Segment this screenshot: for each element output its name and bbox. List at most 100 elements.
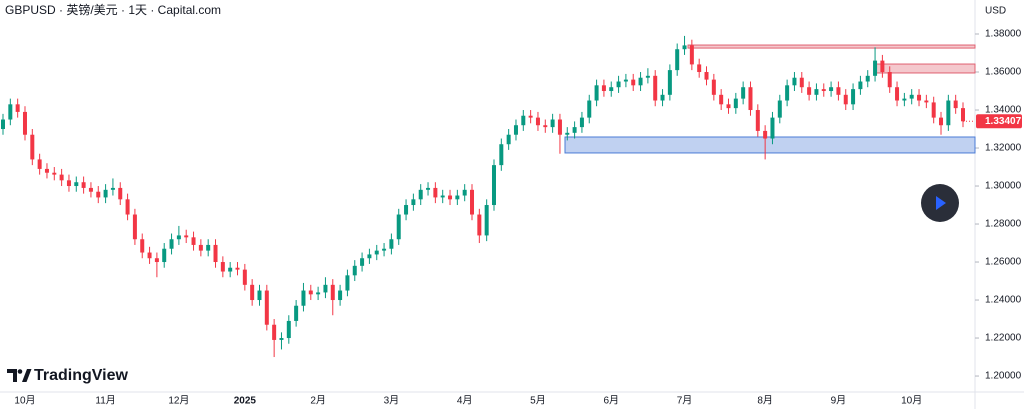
y-tick-label: 1.30000 [985, 181, 1022, 192]
x-tick-label: 11月 [95, 395, 115, 407]
candle-body [880, 60, 885, 73]
candle-body [909, 94, 914, 99]
candle-body [15, 104, 20, 112]
candle-body [814, 89, 819, 95]
candle-body [118, 187, 123, 200]
candle-body [961, 108, 965, 122]
candle-body [162, 248, 167, 263]
candle-body [294, 305, 299, 321]
candle-body [455, 195, 460, 200]
candle-body [272, 324, 277, 340]
candle-body [59, 174, 64, 181]
candle-body [931, 102, 936, 118]
candle-body [667, 70, 672, 95]
candle-body [323, 284, 328, 293]
candle-body [521, 115, 526, 126]
candle-body [939, 117, 944, 126]
candle-body [873, 60, 878, 76]
candle-body [887, 72, 892, 88]
x-tick-label: 2月 [310, 395, 326, 407]
x-tick-label: 9月 [831, 395, 847, 407]
candle-body [462, 189, 467, 196]
x-tick-label: 10月 [901, 395, 922, 407]
candle-body [316, 292, 321, 295]
candle-body [704, 72, 709, 80]
candle-body [843, 94, 848, 105]
candle-body [206, 244, 211, 251]
candle-body [660, 94, 665, 101]
candle-body [557, 119, 562, 135]
x-tick-label: 5月 [530, 395, 546, 407]
x-tick-label: 4月 [457, 395, 473, 407]
candle-body [279, 338, 284, 340]
candle-body [733, 98, 738, 109]
candle-body [88, 187, 93, 192]
candle-body [689, 45, 694, 65]
candle-body [579, 117, 584, 128]
candle-body [367, 254, 372, 259]
candle-body [741, 87, 746, 99]
candle-body [257, 290, 262, 301]
candle-body [682, 45, 687, 50]
candle-body [426, 187, 431, 190]
candle-body [418, 189, 423, 200]
y-tick-label: 1.28000 [985, 219, 1022, 230]
y-tick-label: 1.22000 [985, 333, 1022, 344]
candle-body [631, 79, 636, 86]
candle-body [726, 104, 731, 109]
candle-body [470, 189, 475, 215]
candle-body [792, 77, 797, 86]
candle-body [81, 182, 86, 188]
candle-body [125, 199, 130, 215]
zone [687, 44, 976, 49]
x-tick-label: 7月 [677, 395, 693, 407]
candle-body [242, 269, 247, 285]
candle-body [198, 244, 203, 251]
candle-body [807, 87, 812, 95]
candle-body [645, 75, 650, 78]
candle-body [499, 144, 504, 166]
candle-body [52, 172, 57, 175]
chart-title: GBPUSD · 英镑/美元 · 1天 · Capital.com [5, 2, 221, 17]
candle-body [609, 87, 614, 92]
candle-body [594, 85, 599, 101]
candle-body [103, 189, 108, 198]
y-tick-label: 1.20000 [985, 371, 1022, 382]
candle-body [777, 100, 782, 118]
candle-body [924, 100, 929, 103]
candle-body [491, 165, 496, 206]
candle-body [374, 250, 379, 255]
candle-body [587, 100, 592, 118]
y-tick-label: 1.34000 [985, 105, 1022, 116]
candle-body [352, 265, 357, 276]
candle-body [528, 115, 533, 118]
replay-button[interactable] [921, 184, 959, 222]
candle-body [286, 320, 291, 339]
candle-body [338, 290, 343, 301]
candle-body [755, 110, 760, 131]
candle-body [711, 79, 716, 95]
candle-body [213, 244, 218, 263]
candle-body [513, 125, 518, 135]
candle-body [770, 117, 775, 139]
candle-body [235, 267, 240, 270]
candle-body [74, 182, 79, 187]
candle-body [154, 258, 159, 263]
zone [564, 136, 976, 154]
candle-body [675, 49, 680, 71]
y-tick-label: 1.32000 [985, 143, 1022, 154]
candle-body [330, 284, 335, 301]
candle-body [360, 258, 365, 266]
candle-body [638, 77, 643, 86]
candle-body [301, 290, 306, 306]
x-tick-label: 3月 [384, 395, 400, 407]
candle-body [433, 187, 438, 198]
candle-body [184, 235, 189, 238]
x-tick-label: 10月 [14, 395, 35, 407]
axis-unit: USD [985, 6, 1006, 17]
candle-body [440, 195, 445, 198]
x-tick-label: 12月 [168, 395, 189, 407]
candle-body [799, 77, 804, 88]
candle-body [550, 119, 555, 128]
